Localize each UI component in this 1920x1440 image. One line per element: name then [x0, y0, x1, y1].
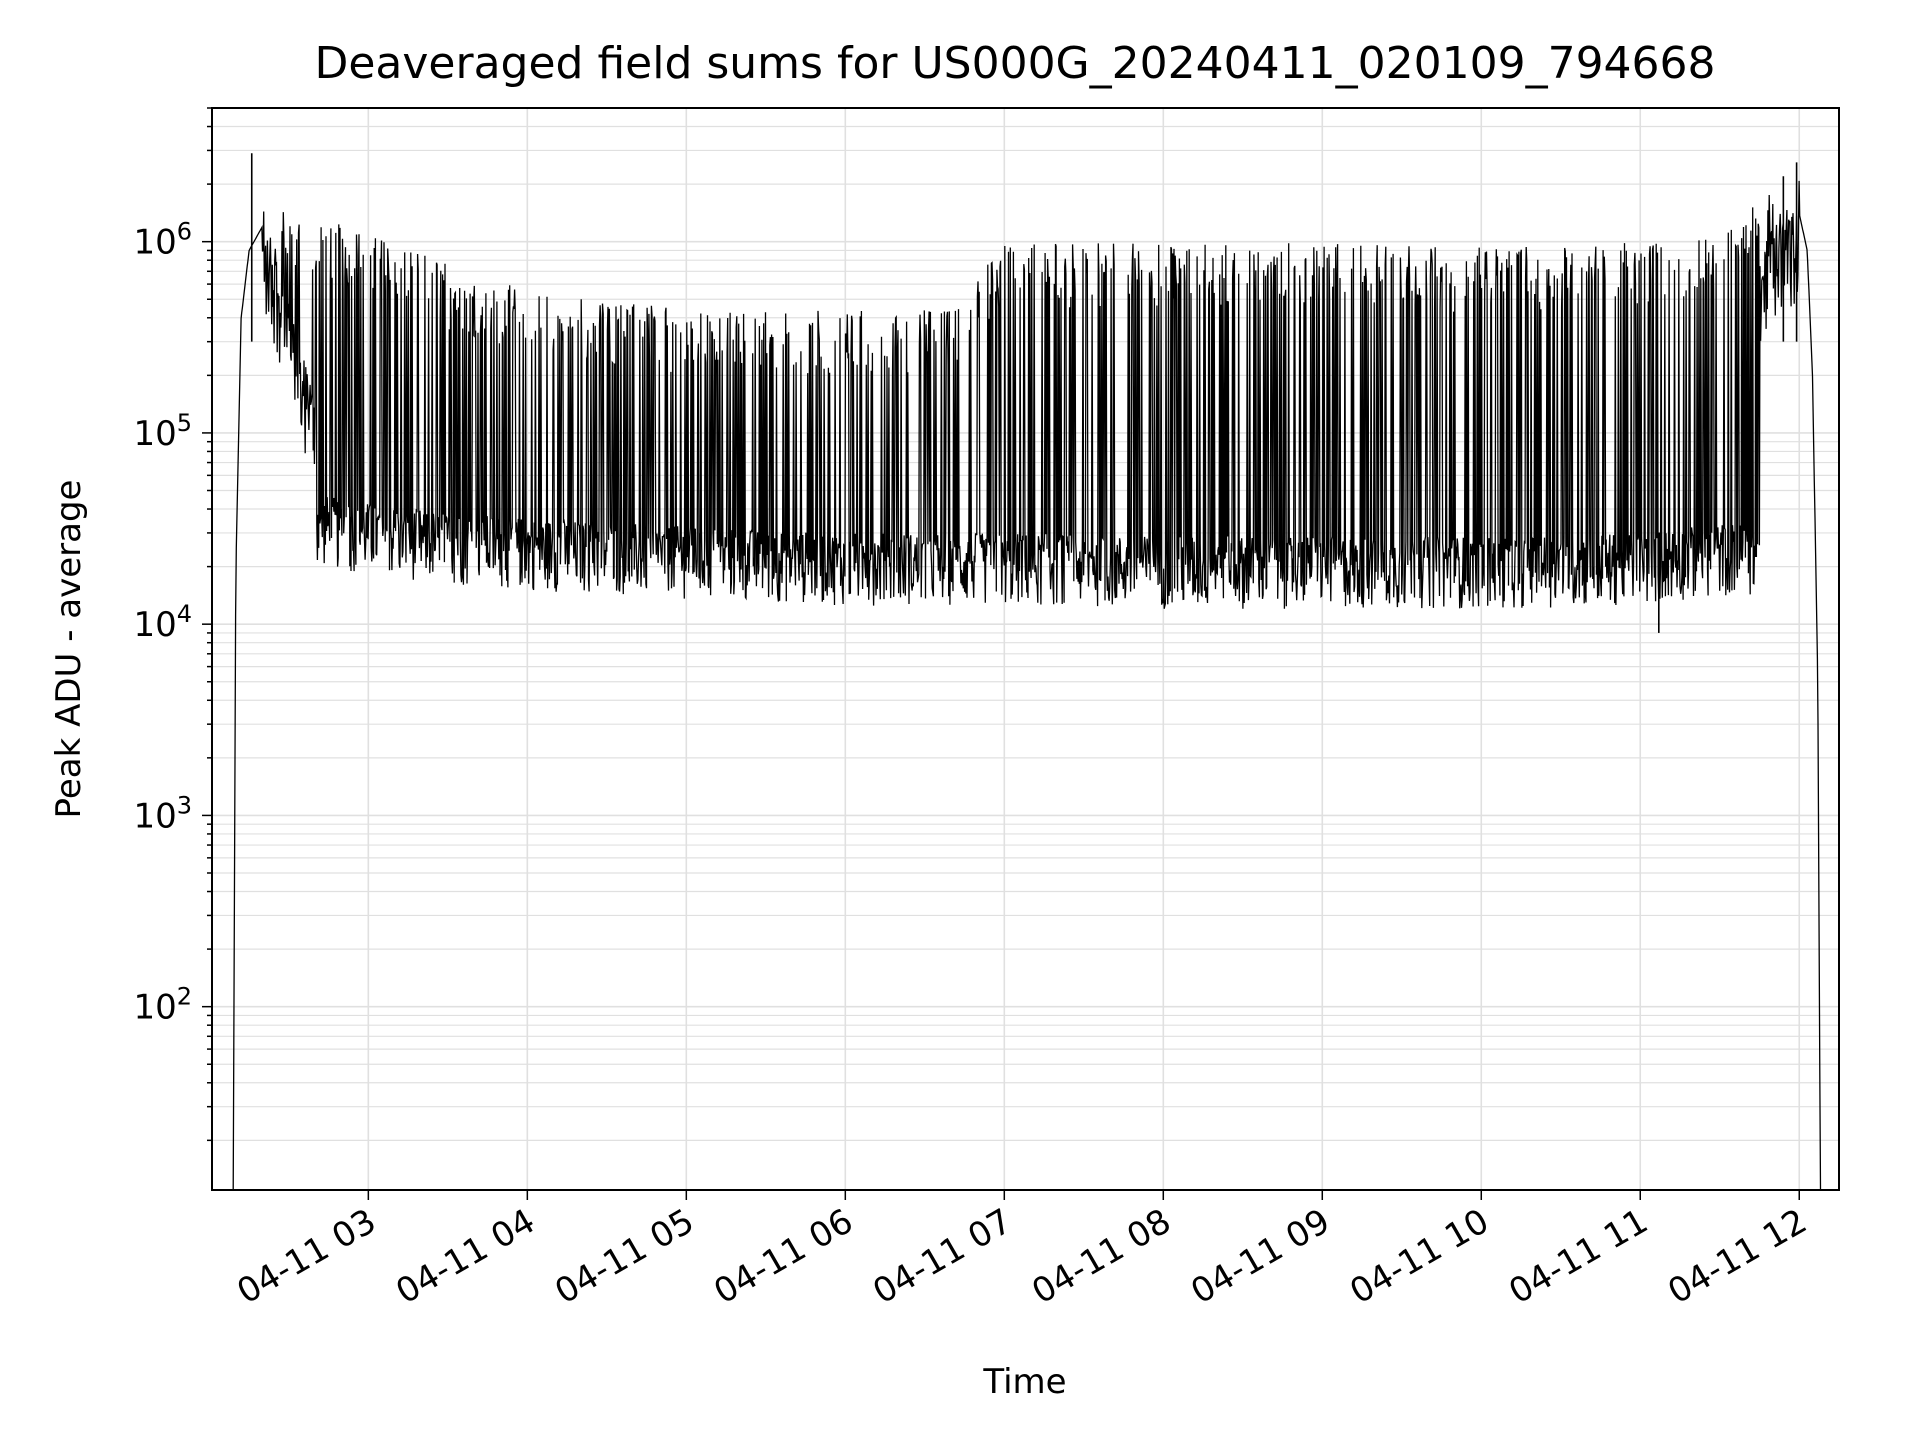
y-tick-exponent: 3 [177, 791, 192, 819]
grid [202, 107, 1839, 1190]
y-tick-exponent: 5 [177, 409, 192, 437]
series-layer [232, 153, 1822, 1190]
y-tick-label: 102 [133, 983, 192, 1028]
y-tick-label: 104 [133, 600, 192, 645]
y-tick-base: 10 [133, 988, 176, 1028]
chart-title: Deaveraged field sums for US000G_2024041… [314, 38, 1715, 89]
y-tick-base: 10 [133, 223, 176, 263]
y-tick-base: 10 [133, 605, 176, 645]
y-tick-exponent: 6 [177, 218, 192, 246]
y-tick-exponent: 4 [177, 600, 192, 628]
y-tick-label: 105 [133, 409, 192, 454]
y-tick-label: 106 [133, 218, 192, 263]
y-axis-label: Peak ADU - average [49, 480, 89, 819]
series-line [232, 180, 1822, 1190]
x-axis-label: Time [982, 1362, 1066, 1402]
y-tick-base: 10 [133, 414, 176, 454]
y-tick-label: 103 [133, 791, 192, 836]
plot-frame [211, 107, 1840, 1191]
y-tick-exponent: 2 [177, 983, 192, 1011]
y-tick-base: 10 [133, 796, 176, 836]
plot-area [232, 153, 1822, 1190]
